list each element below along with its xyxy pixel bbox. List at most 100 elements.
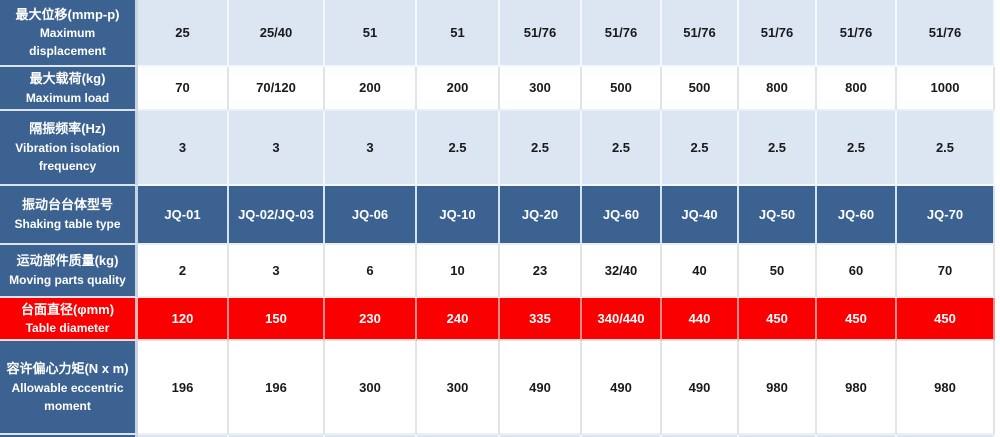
row-label-zh: 运动部件质量(kg): [16, 253, 119, 269]
value-cell: [817, 435, 897, 437]
value-cell: 51/76: [897, 0, 995, 67]
value-cell: 980: [897, 341, 995, 435]
value-cell: 150: [229, 297, 325, 341]
row-label-en: Table diameter: [25, 321, 110, 335]
value-cell: 3: [229, 244, 325, 298]
value-cell: 300: [417, 341, 500, 435]
row-label: 容许偏心力矩(N x m) Allowable eccentric moment: [0, 341, 138, 435]
row-label-en: Maximum displacement: [29, 26, 106, 59]
value-cell: 440: [662, 297, 739, 341]
value-cell: 800: [817, 67, 897, 111]
value-cell: 196: [138, 341, 229, 435]
row-label-en: Allowable eccentric moment: [11, 380, 124, 413]
value-cell: JQ-50: [739, 185, 817, 245]
row-label: 最大载荷(kg) Maximum load: [0, 67, 138, 111]
value-cell: 51/76: [662, 0, 739, 67]
value-cell: JQ-60: [582, 185, 662, 245]
value-cell: 2.5: [817, 110, 897, 186]
value-cell: 10: [417, 244, 500, 298]
value-cell: [138, 435, 229, 437]
row-label: [0, 435, 138, 437]
row-label: 运动部件质量(kg) Moving parts quality: [0, 244, 138, 298]
value-cell: 450: [817, 297, 897, 341]
value-cell: 450: [897, 297, 995, 341]
value-cell: 51: [417, 0, 500, 67]
value-cell: JQ-20: [500, 185, 582, 245]
value-cell: 2.5: [582, 110, 662, 186]
value-cell: 60: [817, 244, 897, 298]
value-cell: [229, 435, 325, 437]
value-cell: 51: [325, 0, 417, 67]
value-cell: 200: [325, 67, 417, 111]
value-cell: 490: [582, 341, 662, 435]
table-row: 振动台台体型号 Shaking table type JQ-01 JQ-02/JQ-0…: [0, 185, 995, 245]
table-row: 台面直径(φmm) Table diameter 120 150 230 240 335 34…: [0, 297, 995, 341]
value-cell: [417, 435, 500, 437]
value-cell: 70: [897, 244, 995, 298]
value-cell: 490: [500, 341, 582, 435]
value-cell: 1000: [897, 67, 995, 111]
table-row: 容许偏心力矩(N x m) Allowable eccentric moment 1…: [0, 341, 995, 435]
row-label-zh: 隔振频率(Hz): [29, 121, 106, 137]
row-label-en: Shaking table type: [14, 216, 121, 231]
value-cell: 51/76: [582, 0, 662, 67]
row-label: 隔振频率(Hz) Vibration isolation frequency: [0, 110, 138, 186]
value-cell: 3: [325, 110, 417, 186]
value-cell: 2.5: [662, 110, 739, 186]
value-cell: 51/76: [817, 0, 897, 67]
value-cell: 51/76: [500, 0, 582, 67]
row-label-zh: 最大位移(mmp-p): [15, 6, 120, 22]
value-cell: 230: [325, 297, 417, 341]
row-label-zh: 振动台台体型号: [21, 197, 113, 213]
row-label-en: Maximum load: [25, 90, 110, 105]
table-row: 最大位移(mmp-p) Maximum displacement 25 25/40 51…: [0, 0, 995, 67]
row-label-en: Vibration isolation frequency: [15, 140, 120, 173]
value-cell: 23: [500, 244, 582, 298]
value-cell: 70/120: [229, 67, 325, 111]
row-label: 最大位移(mmp-p) Maximum displacement: [0, 0, 138, 67]
value-cell: 70: [138, 67, 229, 111]
value-cell: 50: [739, 244, 817, 298]
value-cell: 980: [817, 341, 897, 435]
row-label-zh: 最大载荷(kg): [29, 71, 106, 86]
value-cell: 25: [138, 0, 229, 67]
value-cell: JQ-02/JQ-03: [229, 185, 325, 245]
table-row: 运动部件质量(kg) Moving parts quality 2 3 6 10 23 32/…: [0, 244, 995, 298]
value-cell: [582, 435, 662, 437]
value-cell: [325, 435, 417, 437]
value-cell: JQ-40: [662, 185, 739, 245]
row-label-zh: 容许偏心力矩(N x m): [6, 361, 129, 377]
row-label: 台面直径(φmm) Table diameter: [0, 297, 138, 341]
value-cell: JQ-60: [817, 185, 897, 245]
value-cell: 32/40: [582, 244, 662, 298]
value-cell: 3: [229, 110, 325, 186]
row-label-zh: 台面直径(φmm): [20, 301, 115, 317]
value-cell: JQ-70: [897, 185, 995, 245]
value-cell: [500, 435, 582, 437]
value-cell: 800: [739, 67, 817, 111]
value-cell: [662, 435, 739, 437]
table-row: [0, 435, 995, 437]
value-cell: 980: [739, 341, 817, 435]
value-cell: 2: [138, 244, 229, 298]
value-cell: 2.5: [897, 110, 995, 186]
value-cell: 500: [662, 67, 739, 111]
value-cell: 200: [417, 67, 500, 111]
value-cell: 450: [739, 297, 817, 341]
value-cell: JQ-01: [138, 185, 229, 245]
value-cell: 6: [325, 244, 417, 298]
table-row: 最大载荷(kg) Maximum load 70 70/120 200 200 300 500…: [0, 67, 995, 111]
value-cell: [739, 435, 817, 437]
value-cell: JQ-10: [417, 185, 500, 245]
value-cell: 25/40: [229, 0, 325, 67]
row-label-en: Moving parts quality: [9, 272, 126, 287]
value-cell: JQ-06: [325, 185, 417, 245]
value-cell: [897, 435, 995, 437]
value-cell: 300: [500, 67, 582, 111]
value-cell: 300: [325, 341, 417, 435]
value-cell: 120: [138, 297, 229, 341]
value-cell: 2.5: [417, 110, 500, 186]
value-cell: 490: [662, 341, 739, 435]
